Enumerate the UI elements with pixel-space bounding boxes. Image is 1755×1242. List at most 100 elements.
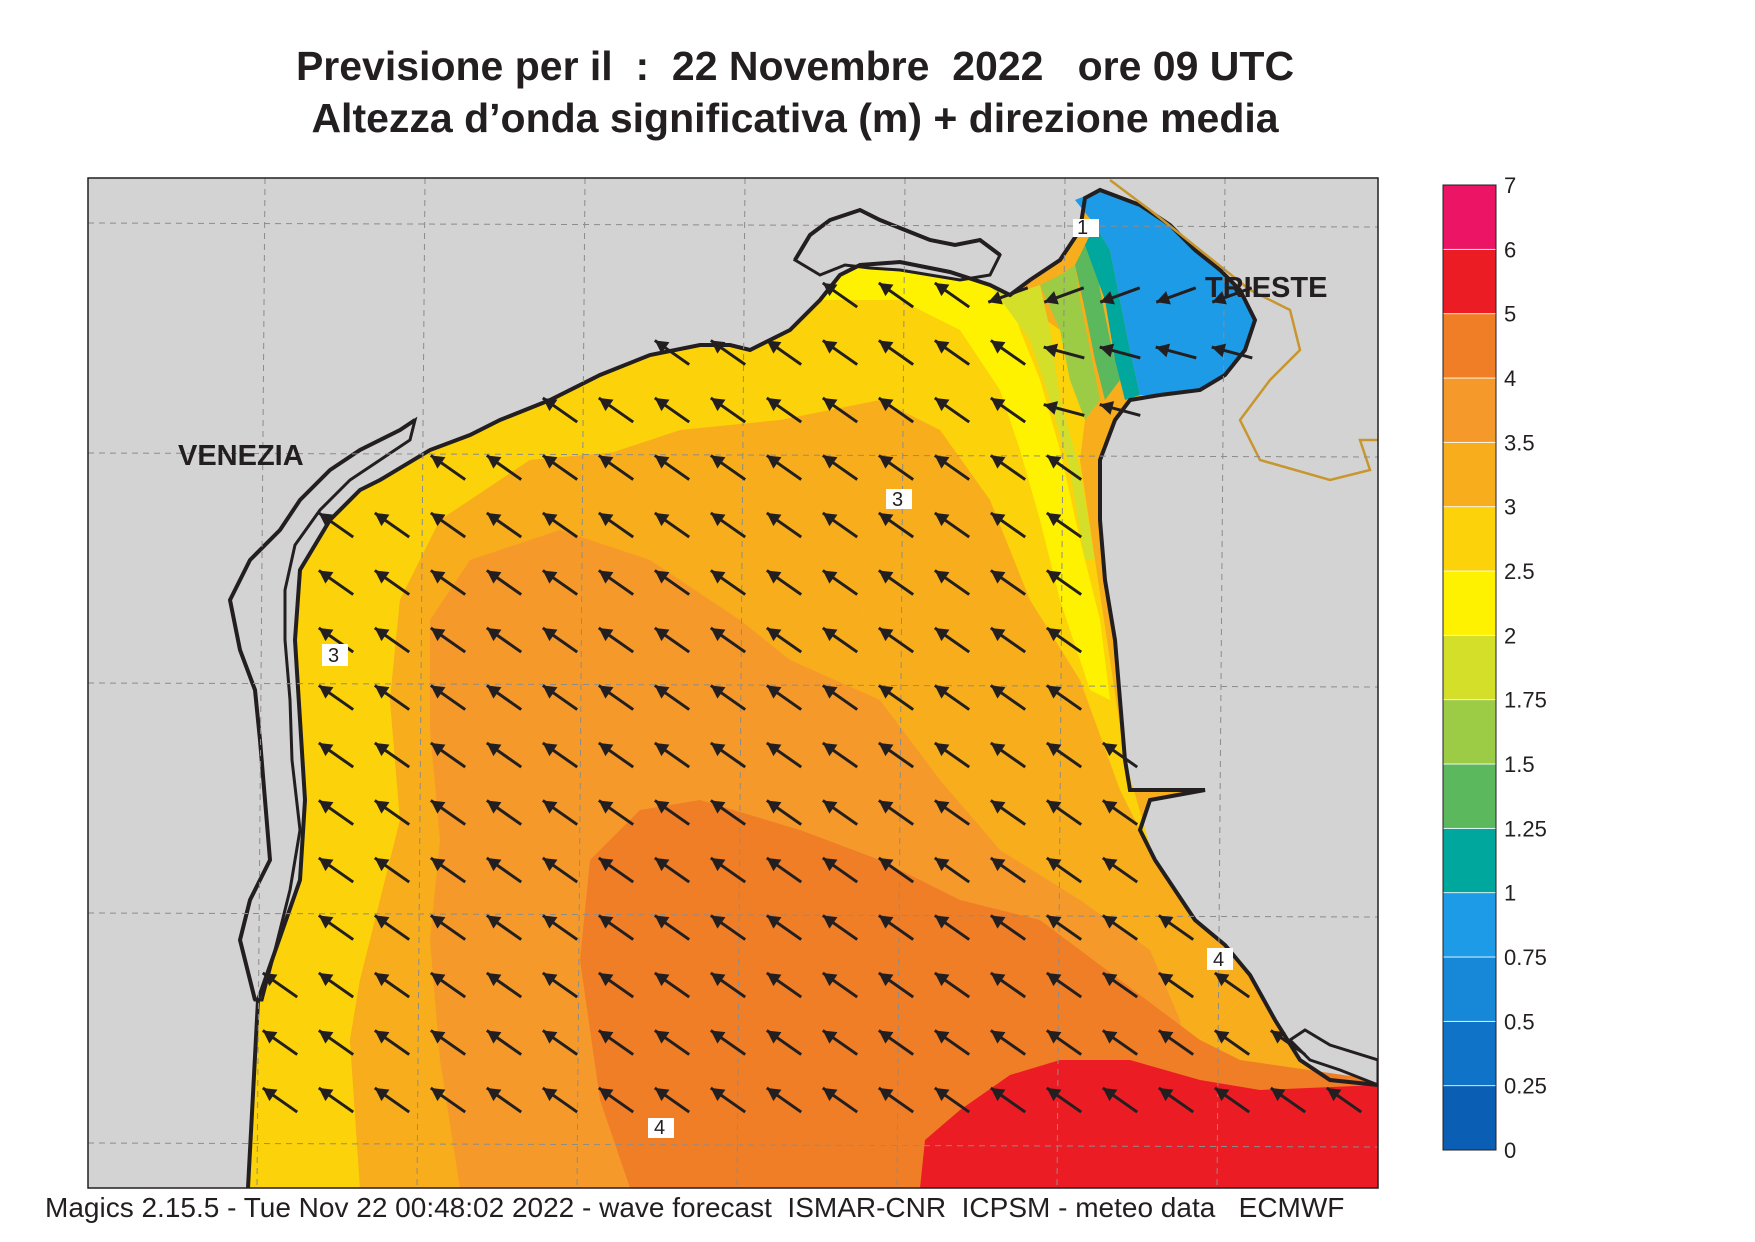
wave-direction-arrow [1101,799,1139,826]
wave-direction-arrow [989,856,1027,884]
wave-direction-arrow [317,569,355,596]
wave-direction-arrow [765,454,803,481]
wave-direction-arrow [877,914,915,941]
gridlines [88,178,1378,1188]
coastline [246,187,1378,1188]
legend-swatch [1442,892,1497,958]
wave-direction-arrow [1213,1086,1251,1114]
legend-tick-label: 3.5 [1504,430,1535,455]
legend-swatch [1442,1020,1497,1087]
wave-direction-arrow [709,1086,747,1114]
wave-direction-arrow [989,799,1027,826]
band-5-6 [920,1060,1378,1188]
wave-direction-arrow [877,684,915,711]
title-line-parameter: Altezza d’onda significativa (m) + direz… [311,95,1279,141]
legend-tick-label: 0.5 [1504,1009,1535,1034]
wave-direction-arrow [877,569,915,596]
wave-direction-arrow [877,971,915,999]
wave-direction-arrow [877,339,915,366]
legend-tick-label: 2 [1504,623,1516,648]
band-1.5-1.75 [1040,265,1100,420]
legend-swatch [1442,570,1497,636]
wave-direction-arrow [1099,401,1141,417]
wave-direction-arrow [989,971,1027,999]
legend-tick-label: 4 [1504,366,1516,391]
wave-direction-arrow [765,1086,803,1114]
wave-direction-arrow [541,396,579,424]
wave-direction-arrow [1101,741,1139,769]
wave-direction-arrow [597,1086,635,1114]
wave-direction-arrow [709,971,747,999]
wave-direction-arrow [989,1029,1027,1056]
wave-direction-arrow [1211,343,1253,360]
wave-direction-arrow [373,856,411,884]
city-label-trieste: TRIESTE [1205,272,1327,304]
wave-direction-arrow [541,569,579,596]
wave-direction-arrow [1155,343,1197,360]
legend-tick-label: 2.5 [1504,559,1535,584]
wave-direction-arrow [429,856,467,884]
wave-direction-arrow [429,741,467,769]
svg-text:3: 3 [892,489,903,511]
wave-direction-arrow [1043,401,1085,417]
wave-direction-arrow [1269,1029,1307,1056]
wave-direction-arrow [765,569,803,596]
legend-swatch [1442,506,1497,572]
wave-direction-arrow [429,626,467,654]
legend-frame [1442,184,1497,1151]
wave-direction-arrow [373,511,411,539]
wave-direction-arrow [261,1086,299,1114]
wave-direction-arrow [877,741,915,769]
wave-direction-arrow [933,684,971,711]
wave-direction-arrow [709,626,747,654]
wave-direction-arrow [989,684,1027,711]
wave-direction-arrow [877,454,915,481]
wave-direction-arrow [709,1029,747,1056]
wave-direction-arrow [597,799,635,826]
wave-direction-arrow [429,914,467,941]
wave-direction-arrow [821,914,859,941]
wave-direction-arrow [541,626,579,654]
title-line-forecast-date: Previsione per il : 22 Novembre 2022 ore… [295,43,1295,89]
band-1.25-1.5 [1075,245,1120,400]
wave-direction-arrow [1101,914,1139,941]
wave-direction-arrow [373,1029,411,1056]
contour-label-3-west: 3 [322,644,348,667]
legend-tick-label: 0 [1504,1138,1516,1163]
wave-direction-arrow [261,1029,299,1056]
wave-direction-arrow [485,454,523,481]
wave-direction-arrow [1099,343,1141,360]
legend-tick-label: 1.75 [1504,688,1547,713]
wave-direction-arrow [821,684,859,711]
wave-direction-arrow [653,626,691,654]
wave-direction-arrow [485,511,523,539]
svg-text:1: 1 [1077,217,1088,239]
wave-direction-arrow [429,569,467,596]
wave-direction-arrow [373,569,411,596]
legend-tick-label: 0.75 [1504,945,1547,970]
wave-direction-arrow [541,856,579,884]
wave-direction-arrow [1101,1029,1139,1056]
wave-direction-arrow [317,799,355,826]
city-label-venezia: VENEZIA [178,440,304,472]
wave-direction-arrow [933,511,971,539]
svg-text:4: 4 [654,1117,665,1139]
wave-direction-arrow [1045,914,1083,941]
wave-direction-arrow [821,454,859,481]
wave-direction-arrow [653,914,691,941]
wave-direction-arrow [1045,454,1083,481]
wave-direction-arrow [709,741,747,769]
wave-direction-arrow [989,626,1027,654]
wave-direction-arrow [1043,286,1085,305]
wave-direction-arrow [987,286,1029,305]
wave-direction-arrow [485,971,523,999]
wave-direction-arrow [653,569,691,596]
band-2.5-3 [248,262,1240,1188]
wave-direction-arrow [485,914,523,941]
wave-direction-arrow [989,741,1027,769]
wave-direction-arrow [541,1086,579,1114]
wave-direction-arrow [597,971,635,999]
wave-direction-arrow [933,1029,971,1056]
legend-tick-label: 1 [1504,881,1516,906]
